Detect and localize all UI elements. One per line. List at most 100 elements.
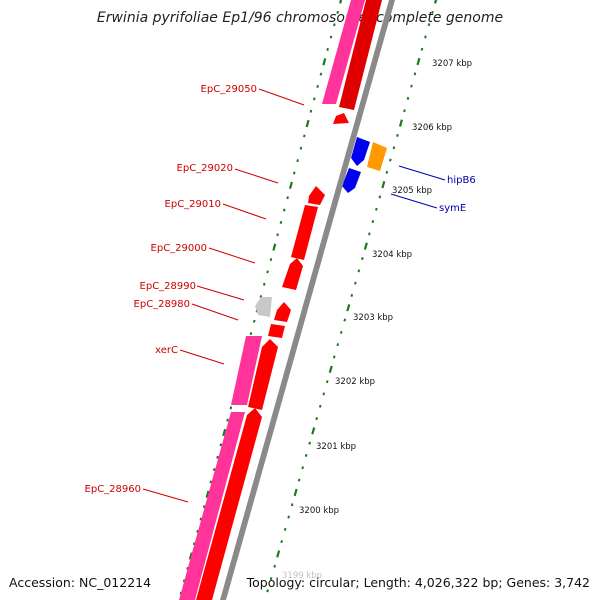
- gene-feature[interactable]: [339, 0, 382, 110]
- tick-mark: [339, 0, 343, 4]
- tick-mark: [216, 455, 219, 459]
- tick-mark: [332, 355, 336, 359]
- map-title: Erwinia pyrifoliae Ep1/96 chromosome, co…: [96, 10, 504, 26]
- tick-mark: [371, 220, 375, 224]
- tick-mark: [354, 281, 357, 285]
- tick-mark: [262, 282, 266, 286]
- blue-gene-feature[interactable]: [351, 137, 370, 166]
- tick-mark: [333, 23, 336, 27]
- tick-mark: [182, 579, 186, 583]
- tick-mark: [269, 258, 273, 262]
- scale-label: 3207 kbp: [432, 59, 472, 69]
- tick-mark: [287, 515, 290, 519]
- cds-feature[interactable]: [322, 0, 365, 104]
- tick-mark: [226, 418, 229, 422]
- gene-label[interactable]: EpC_29010: [165, 199, 221, 210]
- tick-mark: [392, 146, 396, 150]
- tick-mark: [398, 119, 403, 127]
- tick-mark: [179, 591, 183, 595]
- tick-mark: [305, 119, 310, 128]
- tick-mark: [329, 35, 333, 39]
- tick-mark: [304, 453, 308, 457]
- tick-mark: [326, 47, 329, 51]
- tick-mark: [339, 330, 343, 334]
- tick-mark: [252, 319, 256, 323]
- tick-mark: [229, 406, 233, 410]
- tick-mark: [357, 269, 361, 273]
- tick-mark: [322, 58, 327, 66]
- label-leaders: [142, 88, 446, 503]
- tick-mark: [313, 97, 316, 101]
- tick-mark: [199, 517, 203, 521]
- tick-mark: [343, 318, 347, 322]
- tick-mark: [309, 109, 313, 113]
- tick-mark: [273, 564, 276, 568]
- blue-gene-feature[interactable]: [342, 168, 361, 193]
- tick-mark: [192, 542, 196, 546]
- gene-label[interactable]: hipB6: [447, 175, 476, 186]
- tick-mark: [266, 270, 269, 274]
- gene-label[interactable]: EpC_29020: [177, 163, 233, 174]
- tick-mark: [299, 146, 303, 150]
- tick-mark: [431, 10, 434, 14]
- gene-feature[interactable]: [248, 339, 278, 410]
- tick-mark: [375, 207, 378, 211]
- accession-text: Accession: NC_012214: [9, 575, 152, 590]
- scale-label: 3201 kbp: [316, 442, 356, 452]
- tick-mark: [318, 404, 322, 408]
- tick-mark: [283, 527, 287, 531]
- cds-feature[interactable]: [231, 336, 262, 405]
- tick-mark: [346, 304, 351, 312]
- gene-label[interactable]: EpC_28960: [85, 484, 141, 495]
- gene-feature[interactable]: [282, 258, 303, 290]
- gene-feature[interactable]: [308, 186, 325, 205]
- left-labels: EpC_29050 EpC_29020 EpC_29010 EpC_29000 …: [85, 84, 257, 495]
- gene-label[interactable]: EpC_29050: [201, 84, 257, 95]
- tick-mark: [249, 332, 253, 336]
- gene-feature[interactable]: [196, 408, 262, 600]
- tick-mark: [222, 428, 227, 437]
- tick-mark: [368, 232, 371, 236]
- tick-mark: [288, 181, 293, 190]
- tick-mark: [396, 133, 399, 137]
- gene-label[interactable]: EpC_28990: [140, 281, 196, 292]
- tick-mark: [296, 159, 299, 163]
- tick-mark: [311, 427, 316, 435]
- backbone: [220, 0, 395, 600]
- gene-feature[interactable]: [268, 324, 285, 338]
- tick-mark: [350, 293, 354, 298]
- tick-mark: [272, 243, 277, 251]
- scale-label: 3205 kbp: [392, 186, 432, 196]
- tick-mark: [202, 505, 206, 509]
- scale-label: 3202 kbp: [335, 377, 375, 387]
- tick-mark: [416, 57, 421, 66]
- gene-feature[interactable]: [333, 113, 349, 124]
- tick-mark: [433, 0, 438, 4]
- grey-gene-feature[interactable]: [255, 297, 272, 317]
- gene-feature[interactable]: [274, 302, 291, 322]
- orange-gene-feature[interactable]: [367, 142, 387, 171]
- tick-mark: [276, 233, 279, 237]
- scale-label: 3204 kbp: [372, 250, 412, 260]
- tick-mark: [403, 109, 406, 113]
- tick-mark: [303, 134, 306, 138]
- tick-mark: [186, 566, 189, 570]
- gene-label[interactable]: xerC: [155, 345, 178, 356]
- tick-mark: [196, 529, 199, 533]
- tick-mark: [325, 380, 329, 384]
- tick-mark: [282, 208, 286, 212]
- gene-label[interactable]: EpC_29000: [151, 243, 207, 254]
- scale-label: 3200 kbp: [299, 506, 339, 516]
- tick-mark: [410, 84, 413, 88]
- scale-label: 3203 kbp: [353, 313, 393, 323]
- gene-feature[interactable]: [291, 205, 318, 260]
- gene-label[interactable]: symE: [439, 203, 466, 214]
- scale-labels: 3207 kbp 3206 kbp 3205 kbp 3204 kbp 3203…: [282, 59, 472, 581]
- cds-feature[interactable]: [179, 412, 245, 600]
- tick-mark: [363, 242, 368, 250]
- gene-track: [196, 0, 382, 600]
- tick-mark: [292, 171, 296, 175]
- gene-label[interactable]: EpC_28980: [134, 299, 190, 310]
- tick-mark: [336, 10, 339, 14]
